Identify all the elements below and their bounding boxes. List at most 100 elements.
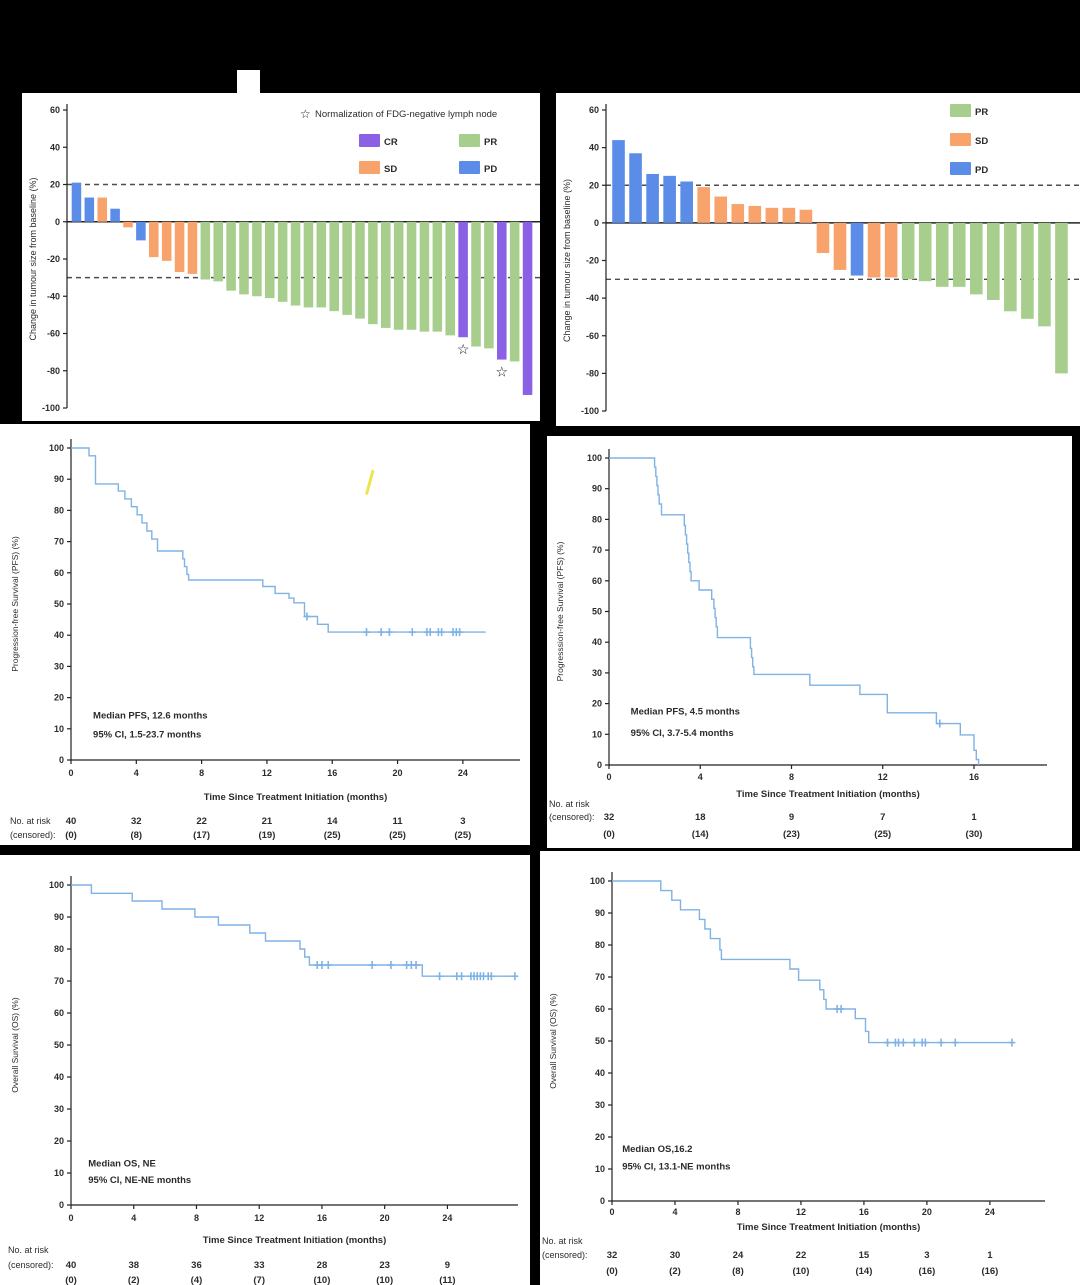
waterfall-bar — [697, 187, 711, 223]
y-tick-label: 50 — [54, 599, 64, 609]
risk-row-label: (censored): — [542, 1250, 588, 1260]
y-tick-label: 60 — [595, 1004, 605, 1014]
y-tick-label: 20 — [589, 180, 599, 190]
y-axis-title: Overall Survival (OS) (%) — [548, 993, 558, 1089]
legend-swatch-sd — [950, 133, 971, 146]
y-tick-label: 80 — [54, 944, 64, 954]
y-tick-label: 0 — [59, 1200, 64, 1210]
legend-label-sd: SD — [384, 164, 397, 175]
y-tick-label: -40 — [47, 291, 60, 301]
y-axis-title: Overall Survival (OS) (%) — [10, 997, 20, 1093]
x-tick-label: 16 — [859, 1207, 869, 1217]
y-tick-label: 10 — [54, 1168, 64, 1178]
waterfall-bar — [935, 222, 949, 287]
y-tick-label: 60 — [592, 576, 602, 586]
annotation-text: 95% CI, NE-NE months — [88, 1175, 191, 1186]
waterfall-bar — [71, 182, 82, 222]
waterfall-bar — [342, 221, 352, 315]
x-tick-label: 0 — [68, 768, 73, 778]
waterfall-bar — [952, 222, 966, 287]
risk-value: (25) — [874, 829, 891, 840]
y-tick-label: 60 — [54, 568, 64, 578]
y-tick-label: 10 — [592, 729, 602, 739]
risk-row-label: (censored): — [549, 812, 595, 822]
km-survival-curve — [612, 880, 1014, 1044]
y-tick-label: 100 — [49, 443, 64, 453]
risk-value: 36 — [191, 1260, 202, 1271]
y-tick-label: 100 — [590, 876, 605, 886]
legend-swatch-pd — [950, 162, 971, 175]
km-survival-curve — [71, 447, 486, 633]
annotation-text: Median PFS, 4.5 months — [631, 706, 740, 717]
risk-value: 33 — [254, 1260, 265, 1271]
risk-value: (0) — [603, 829, 615, 840]
risk-value: (25) — [389, 830, 406, 841]
waterfall-bar — [816, 222, 830, 253]
waterfall-bar — [213, 221, 223, 282]
waterfall-bar — [646, 173, 659, 223]
risk-value: 3 — [924, 1250, 929, 1261]
waterfall-bar — [123, 221, 133, 228]
waterfall-bar — [239, 221, 249, 295]
x-tick-label: 12 — [878, 772, 888, 782]
waterfall-bar — [884, 222, 898, 278]
waterfall-bar — [200, 221, 211, 280]
x-tick-label: 16 — [969, 772, 979, 782]
y-tick-label: 20 — [54, 1136, 64, 1146]
risk-value: 30 — [670, 1250, 681, 1261]
y-tick-label: 50 — [592, 607, 602, 617]
x-tick-label: 8 — [735, 1207, 740, 1217]
x-tick-label: 12 — [254, 1213, 264, 1223]
risk-value: (10) — [313, 1275, 330, 1285]
waterfall-bar — [290, 221, 301, 306]
waterfall-bar — [161, 221, 172, 261]
waterfall-bar — [136, 221, 146, 241]
x-tick-label: 8 — [789, 772, 794, 782]
y-tick-label: 40 — [54, 630, 64, 640]
waterfall-bar — [381, 221, 391, 328]
waterfall-bar — [765, 207, 779, 223]
waterfall-chart-right: 60 40 20 0 -20 -40 -60 -80 -100 Change in tumour … — [556, 93, 1080, 426]
waterfall-bar — [393, 221, 404, 330]
risk-value: (11) — [439, 1275, 455, 1285]
waterfall-bar — [1021, 222, 1034, 319]
y-tick-label: 100 — [587, 453, 602, 463]
y-tick-label: 30 — [54, 661, 64, 671]
waterfall-bar — [629, 153, 642, 223]
x-tick-label: 4 — [672, 1207, 677, 1217]
risk-value: (25) — [324, 830, 341, 841]
x-tick-label: 0 — [68, 1213, 73, 1223]
km-chart-os-left: 100 90 80 70 60 50 40 30 20 10 0 0 4 8 12 16 20 24 Overall… — [0, 855, 530, 1285]
y-tick-label: 60 — [50, 105, 60, 115]
y-tick-label: 80 — [595, 940, 605, 950]
waterfall_left-svg: 60 40 20 0 -20 -40 -60 -80 -100 Change in tumour … — [28, 104, 540, 413]
risk-value: (8) — [130, 830, 142, 841]
risk-value: 1 — [987, 1250, 993, 1261]
waterfall-bar — [799, 209, 813, 223]
legend-label-pr: PR — [484, 137, 497, 148]
waterfall-bar — [316, 221, 327, 308]
waterfall-bar — [782, 207, 796, 223]
y-tick-label: 0 — [59, 755, 64, 765]
waterfall-bar — [850, 222, 864, 276]
y-tick-label: 30 — [592, 668, 602, 678]
legend-label-pr: PR — [975, 107, 988, 118]
y-tick-label: 40 — [54, 1072, 64, 1082]
pen-mark — [365, 469, 375, 495]
waterfall-bar — [265, 221, 275, 299]
x-tick-label: 0 — [609, 1207, 614, 1217]
y-tick-label: 90 — [595, 908, 605, 918]
waterfall-bar — [901, 222, 915, 280]
y-tick-label: 20 — [592, 699, 602, 709]
x-tick-label: 4 — [698, 772, 703, 782]
waterfall-bar — [1038, 222, 1051, 327]
annotation-text: 95% CI, 3.7-5.4 months — [631, 728, 734, 739]
risk-value: (8) — [732, 1266, 744, 1277]
x-tick-label: 8 — [199, 768, 204, 778]
waterfall-bar — [748, 205, 762, 223]
